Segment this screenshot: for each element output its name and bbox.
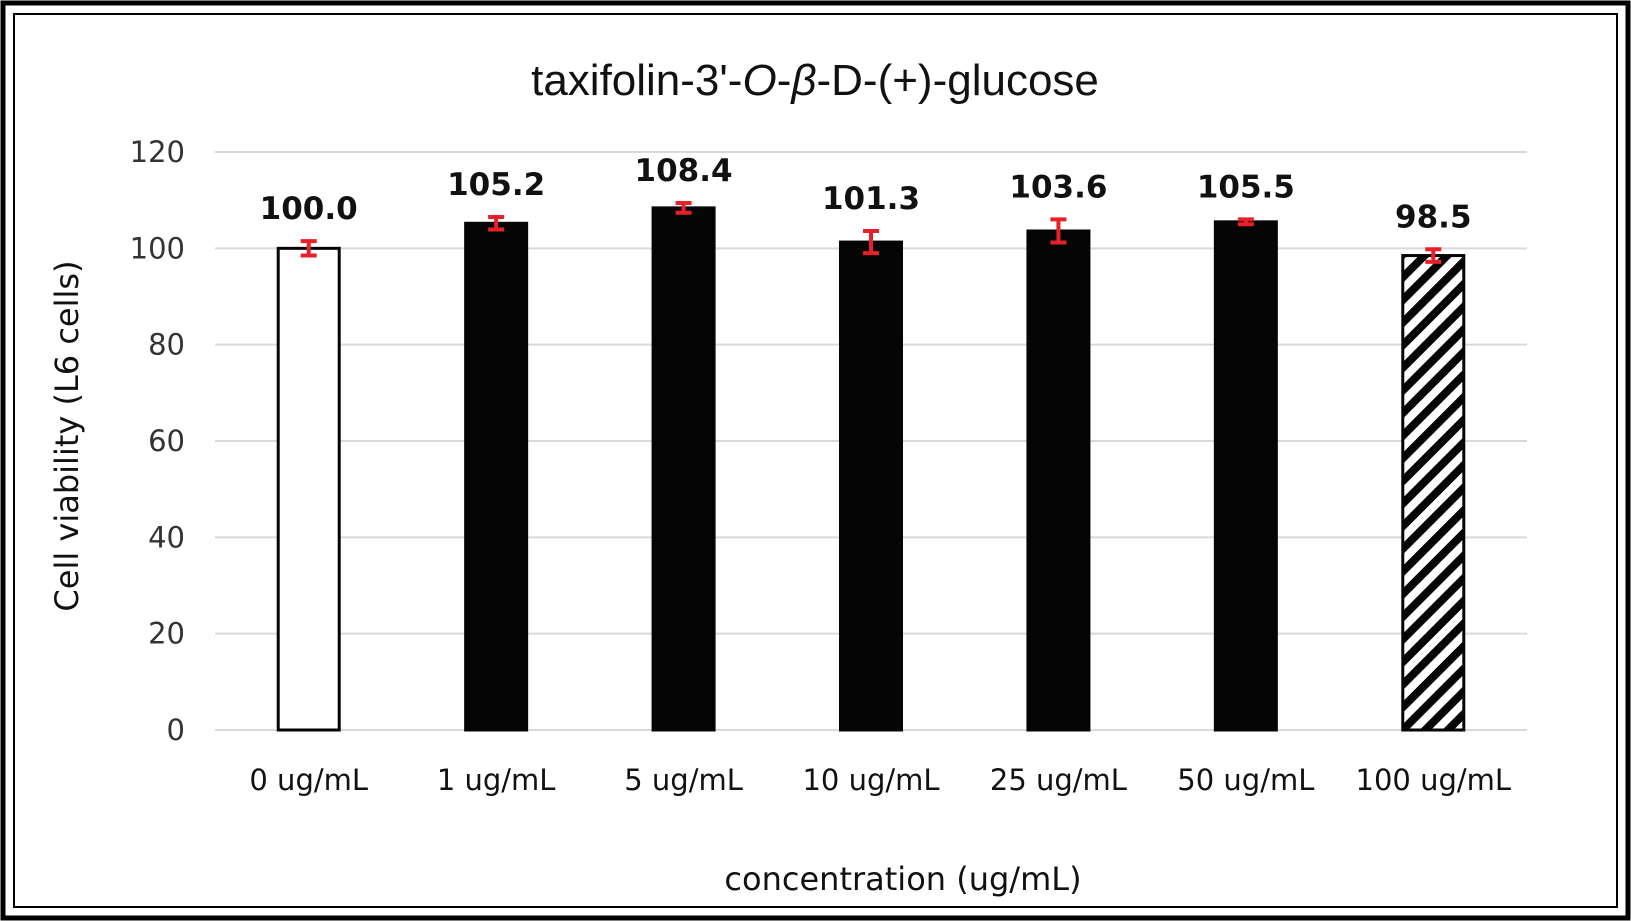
error-bars — [300, 201, 1442, 264]
x-tick-label: 1 ug/mL — [437, 763, 556, 797]
title-part: taxifolin-3'- — [531, 56, 742, 105]
x-axis-categories: 0 ug/mL 1 ug/mL 5 ug/mL 10 ug/mL 25 ug/mL 50 … — [249, 763, 1511, 797]
bar — [651, 206, 716, 732]
y-tick-label: 60 — [148, 424, 185, 458]
data-label: 105.2 — [447, 167, 545, 203]
bar — [1401, 254, 1466, 732]
chart-title: taxifolin-3'-O-β-D-(+)-glucose — [531, 56, 1099, 105]
data-label: 105.5 — [1197, 169, 1295, 205]
inner-frame — [13, 13, 1618, 908]
x-axis-title: concentration (ug/mL) — [724, 860, 1081, 898]
x-tick-label: 50 ug/mL — [1177, 763, 1314, 797]
x-tick-label: 100 ug/mL — [1356, 763, 1512, 797]
y-tick-label: 20 — [148, 617, 185, 651]
y-tick-label: 40 — [148, 520, 185, 554]
data-label: 98.5 — [1395, 199, 1472, 235]
data-label: 108.4 — [635, 153, 733, 189]
title-part: -D-(+)-glucose — [817, 56, 1099, 105]
bar — [1026, 229, 1091, 732]
y-tick-label: 100 — [130, 231, 185, 265]
bar — [839, 240, 903, 732]
data-label: 100.0 — [260, 191, 358, 227]
bars — [276, 206, 1466, 732]
y-tick-label: 120 — [130, 135, 185, 169]
y-axis-title: Cell viability (L6 cells) — [48, 260, 86, 611]
title-part: O — [742, 56, 776, 105]
y-axis-ticks: 0 20 40 60 80 100 120 — [130, 135, 185, 747]
bar — [1213, 220, 1278, 732]
x-tick-label: 0 ug/mL — [249, 763, 368, 797]
y-tick-label: 80 — [148, 328, 185, 362]
title-part: - — [777, 56, 792, 105]
bar — [276, 246, 341, 732]
y-tick-label: 0 — [167, 713, 185, 747]
title-part: β — [789, 56, 816, 105]
data-label: 101.3 — [822, 181, 920, 217]
x-tick-label: 25 ug/mL — [990, 763, 1127, 797]
x-tick-label: 5 ug/mL — [624, 763, 743, 797]
value-labels: 100.0 105.2 108.4 101.3 103.6 105.5 98.5 — [260, 153, 1472, 235]
x-tick-label: 10 ug/mL — [802, 763, 939, 797]
data-label: 103.6 — [1009, 169, 1107, 205]
bar — [464, 221, 529, 732]
